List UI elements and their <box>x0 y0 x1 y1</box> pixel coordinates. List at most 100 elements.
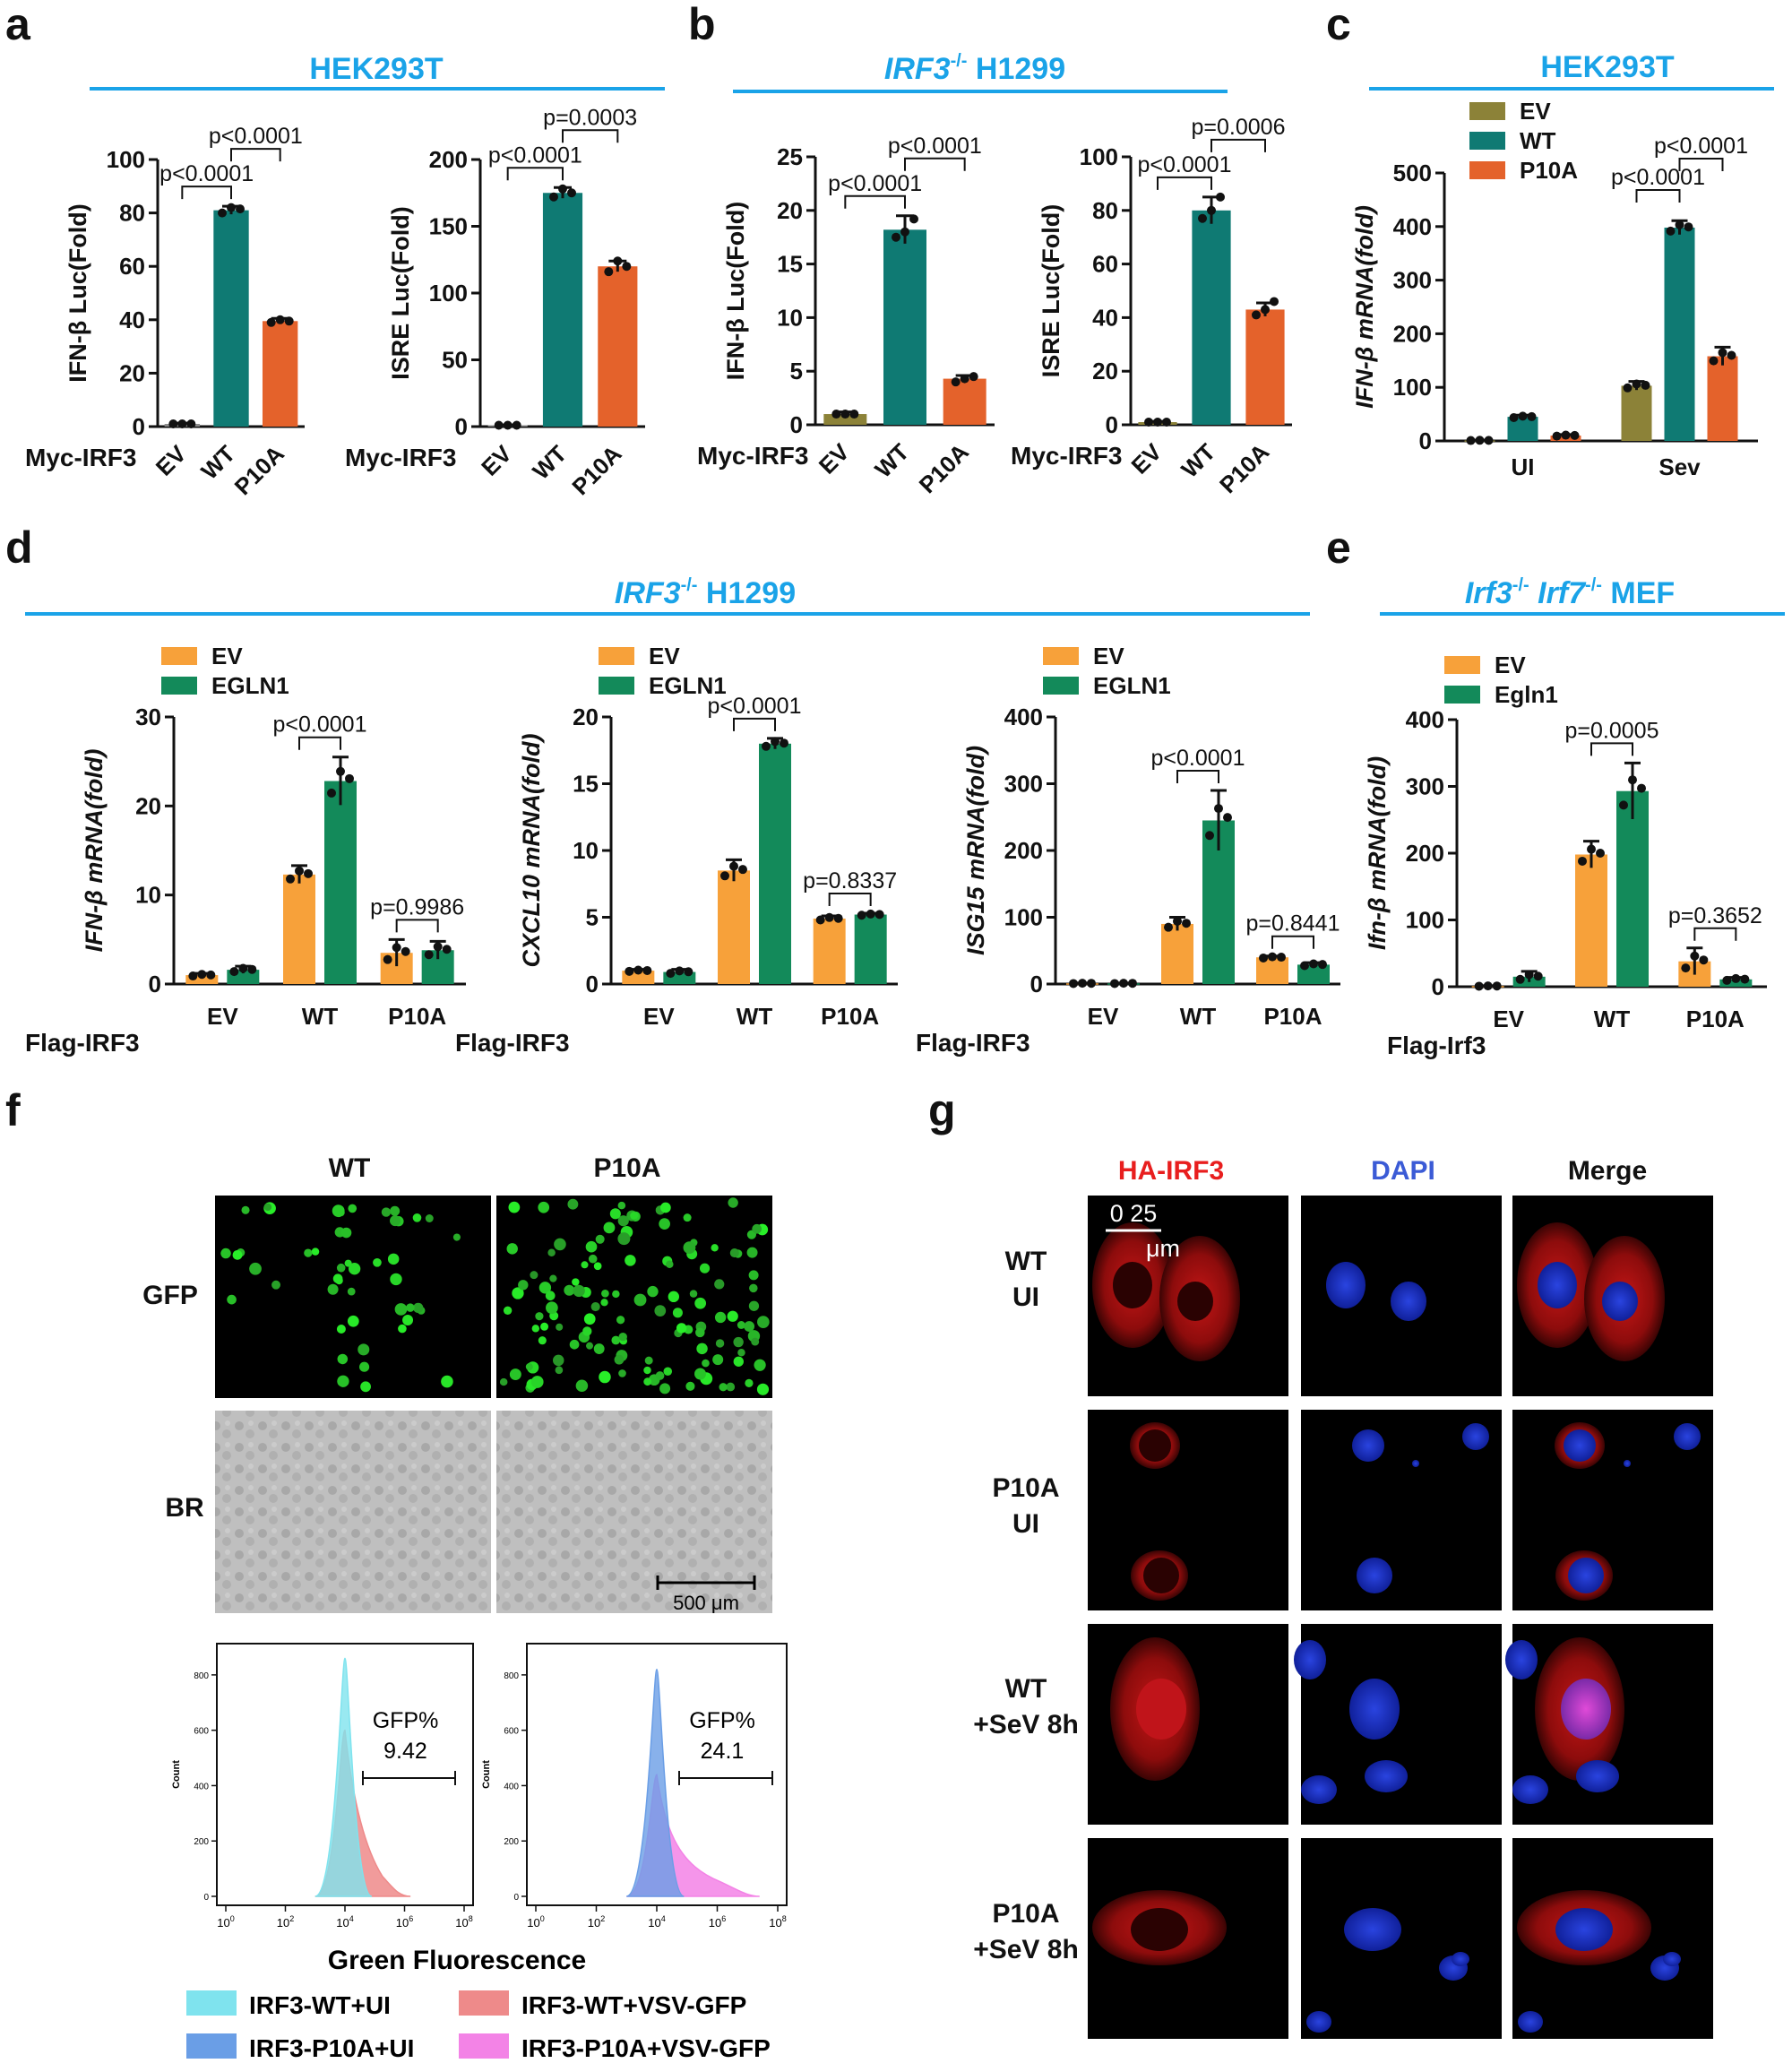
legend-swatch <box>1043 647 1079 665</box>
data-point <box>675 966 685 976</box>
gfp-cell <box>727 1310 738 1322</box>
panel-g-confocal: HA-IRF3 DAPI Merge WT UI P10A UI WT +SeV 8h P1… <box>973 1156 1713 2039</box>
gfp-cell <box>609 1208 621 1220</box>
p-value-label: p=0.0005 <box>1565 718 1659 743</box>
p-value-label: p<0.0001 <box>209 124 303 149</box>
data-point <box>1561 430 1571 440</box>
data-point <box>1484 436 1494 445</box>
data-point <box>1570 430 1580 440</box>
category-label: EV <box>476 440 517 481</box>
data-point <box>684 967 694 977</box>
gfp-cell <box>737 1321 745 1329</box>
y-axis-label: IFN-β mRNA(fold) <box>81 749 108 953</box>
gfp-cell <box>530 1376 544 1388</box>
panel-b-title: IRF3-/- H1299 <box>884 51 1065 86</box>
gfp-cell <box>599 1370 611 1384</box>
g-row-label-condition: +SeV 8h <box>973 1710 1079 1740</box>
data-point <box>1641 380 1650 390</box>
gfp-cell <box>601 1289 609 1298</box>
legend-swatch <box>459 2033 509 2059</box>
gfp-cell <box>719 1383 728 1392</box>
gfp-cell <box>347 1315 359 1327</box>
y-tick-label: 500 <box>1393 160 1432 186</box>
data-point <box>1690 951 1700 961</box>
gfp-cell <box>412 1213 422 1222</box>
bar-p10a <box>262 321 298 427</box>
gfp-cell <box>347 1287 356 1296</box>
y-tick-label: 400 <box>1393 213 1432 240</box>
significance-bracket <box>562 129 619 143</box>
data-point <box>1675 220 1684 229</box>
bar-ev-p10a <box>813 918 846 984</box>
f-col-label-p10a: P10A <box>593 1153 660 1183</box>
chart-a-isre-luc: 0 50 100 150 200 ISRE Luc(Fold) Myc-IRF3 EV WTP1… <box>345 105 645 500</box>
gfp-cell <box>327 1283 339 1295</box>
data-point <box>1628 775 1637 785</box>
gfp-cell <box>509 1368 521 1381</box>
p-value-label: p=0.0006 <box>1192 115 1286 140</box>
data-point <box>1466 436 1476 445</box>
gfp-cell <box>394 1303 408 1316</box>
y-tick-label: 150 <box>429 213 468 240</box>
y-tick-label: 20 <box>135 792 161 819</box>
gfp-cell <box>744 1321 755 1332</box>
significance-bracket <box>733 717 776 731</box>
data-point <box>1119 979 1128 989</box>
panel-label-a: a <box>5 0 31 49</box>
gfp-cell <box>711 1244 719 1252</box>
data-point <box>625 966 634 976</box>
gfp-cell <box>752 1223 762 1234</box>
gfp-cell <box>659 1218 670 1230</box>
f-gfp-p10a-cells <box>499 1197 770 1395</box>
merged-nucleus <box>1561 1679 1611 1740</box>
data-point <box>168 419 178 429</box>
f-gfp-wt-cells <box>220 1202 461 1393</box>
significance-bracket <box>298 736 341 750</box>
data-point <box>549 192 558 202</box>
data-point <box>295 866 304 876</box>
bar-ev-wt <box>718 870 750 984</box>
gfp-cell <box>358 1361 370 1372</box>
dapi-nucleus <box>1624 1460 1631 1467</box>
y-tick-label: 0 <box>133 413 145 440</box>
data-point <box>1223 813 1232 823</box>
y-axis-label: Ifn-β mRNA(fold) <box>1364 756 1391 950</box>
gfp-cell <box>547 1248 556 1256</box>
gfp-cell <box>567 1198 579 1210</box>
data-point <box>345 773 354 783</box>
gfp-cell <box>757 1316 770 1328</box>
dapi-nucleus <box>1349 1679 1400 1740</box>
gfp-cell <box>702 1359 710 1368</box>
y-tick-label: 200 <box>1004 837 1043 864</box>
group-label: WT <box>302 1003 339 1030</box>
data-point <box>866 909 875 919</box>
category-label: EV <box>1126 438 1167 479</box>
y-tick-label: 200 <box>429 146 468 173</box>
group-label: EV <box>643 1003 675 1030</box>
g-row-label-condition: UI <box>1012 1282 1039 1312</box>
data-point <box>1552 431 1562 441</box>
x-tick-label: 100 <box>217 1914 234 1930</box>
g-row-label: WT <box>1005 1247 1047 1276</box>
y-axis-label: CXCL10 mRNA(fold) <box>518 733 545 967</box>
gfp-cell <box>603 1222 616 1234</box>
legend-swatch <box>1469 132 1505 150</box>
gfp-cell <box>593 1262 602 1271</box>
y-tick-label: 30 <box>135 704 161 730</box>
g-row-label: P10A <box>992 1899 1059 1929</box>
data-point <box>1509 412 1519 422</box>
gfp-cell <box>647 1285 659 1298</box>
bar-wt-sev <box>1664 227 1695 441</box>
gfp-cell <box>583 1313 596 1325</box>
data-point <box>1632 379 1641 389</box>
gfp-cell <box>546 1301 558 1315</box>
gfp-cell <box>617 1232 631 1246</box>
data-point <box>567 188 576 198</box>
gfp-cell <box>220 1248 231 1259</box>
gfp-cell <box>554 1238 566 1251</box>
data-point <box>780 738 788 748</box>
gfp-cell <box>232 1249 243 1260</box>
data-point <box>197 970 207 980</box>
data-point <box>1596 849 1605 858</box>
gfp-cell <box>588 1254 598 1264</box>
